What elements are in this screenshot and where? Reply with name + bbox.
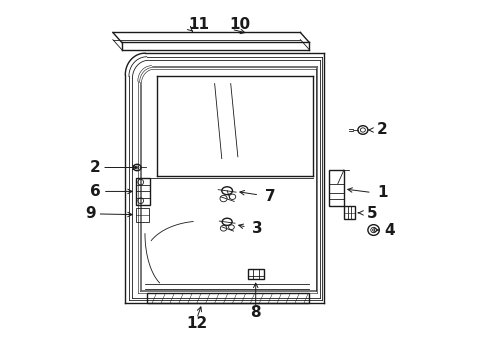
Text: 1: 1 <box>377 185 388 200</box>
Bar <box>248 269 264 279</box>
Text: 4: 4 <box>384 222 395 238</box>
Text: 7: 7 <box>265 189 275 203</box>
Text: 8: 8 <box>250 305 261 320</box>
Bar <box>344 206 355 219</box>
Text: 2: 2 <box>377 122 388 138</box>
Text: 3: 3 <box>252 221 263 236</box>
Bar <box>329 170 344 206</box>
Text: 11: 11 <box>188 17 209 32</box>
Text: 2: 2 <box>90 160 100 175</box>
Bar <box>136 207 148 222</box>
Bar <box>136 178 149 205</box>
Text: 12: 12 <box>186 316 207 331</box>
Bar <box>147 293 309 303</box>
Text: 10: 10 <box>229 17 250 32</box>
Text: 6: 6 <box>90 184 100 199</box>
Text: 9: 9 <box>85 206 96 221</box>
Text: 5: 5 <box>367 206 377 221</box>
